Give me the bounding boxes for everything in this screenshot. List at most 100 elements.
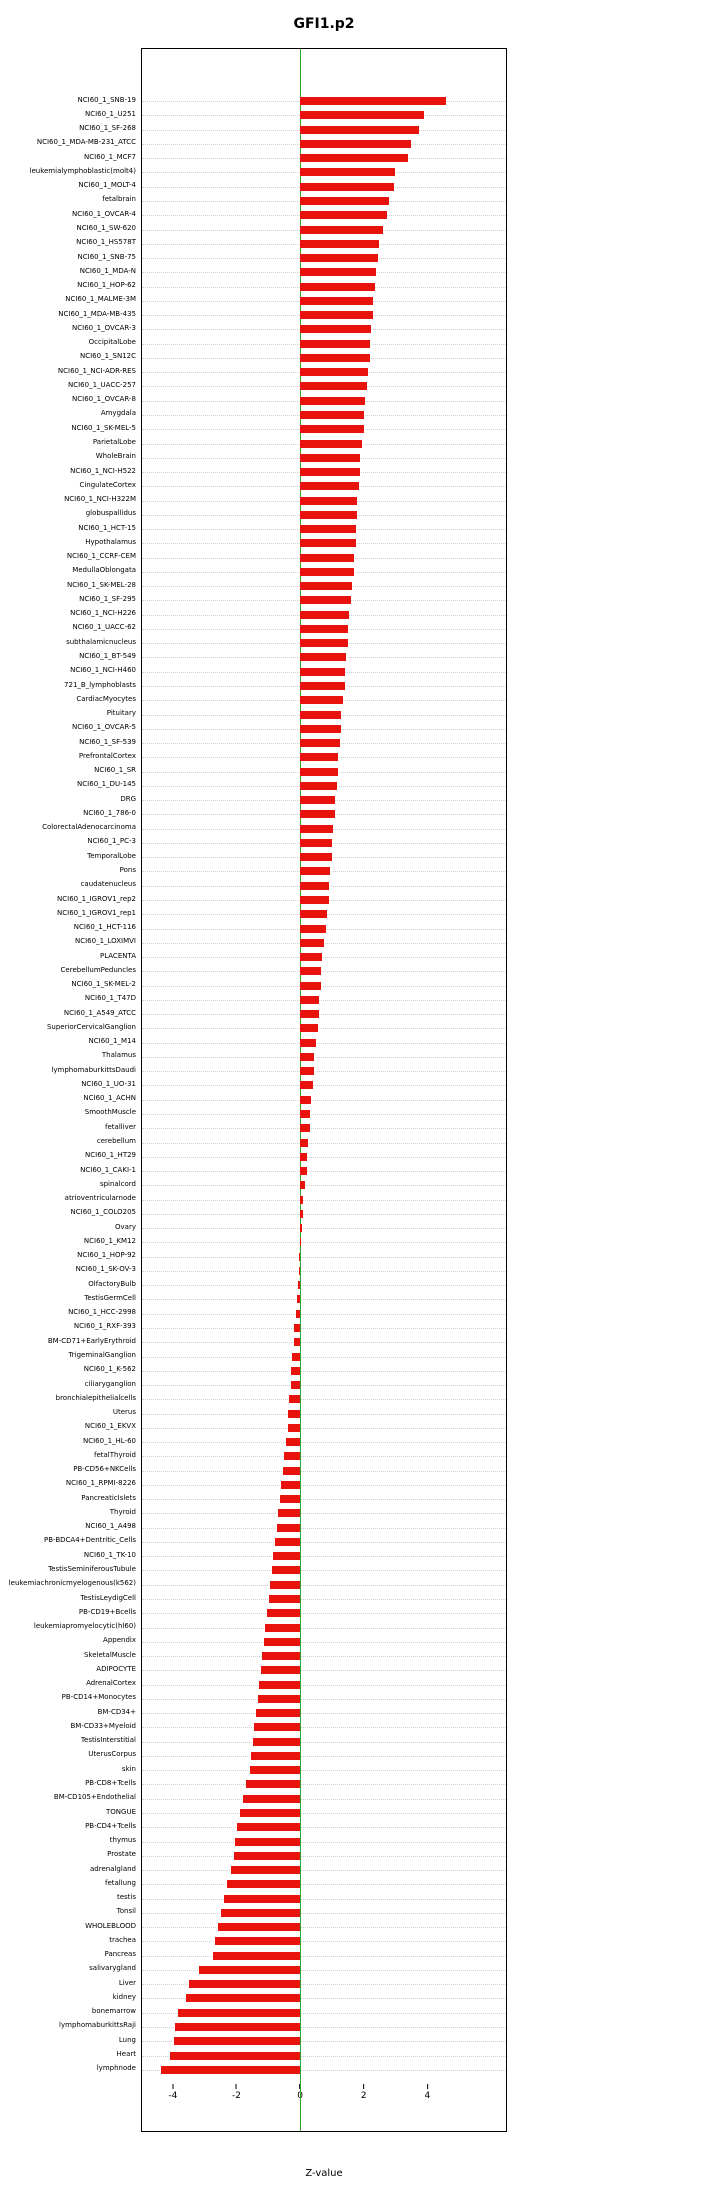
bar-row (142, 2048, 506, 2062)
grid-line (142, 1969, 506, 1971)
y-axis-label: Pituitary (106, 709, 136, 718)
grid-line (142, 971, 506, 973)
bar-row (142, 2063, 506, 2077)
bar (300, 268, 377, 277)
grid-line (142, 1113, 506, 1115)
bar-row (142, 1663, 506, 1677)
bar-row (142, 1135, 506, 1149)
grid-line (142, 1755, 506, 1757)
grid-line (142, 1641, 506, 1643)
bar-row (142, 1677, 506, 1691)
x-axis-tick-mark (235, 2084, 237, 2089)
grid-line (142, 1156, 506, 1158)
y-axis-label: skin (121, 1764, 136, 1773)
bar-row (142, 208, 506, 222)
y-axis-label: NCI60_1_CAKI-1 (80, 1165, 136, 1174)
bar-row (142, 1235, 506, 1249)
bar-row (142, 536, 506, 550)
y-axis-label: NCI60_1_HCT-116 (73, 923, 136, 932)
bar (236, 1823, 301, 1832)
bar-row (142, 1991, 506, 2005)
bar-row (142, 921, 506, 935)
grid-line (142, 1727, 506, 1729)
bar-row (142, 251, 506, 265)
y-axis-label: NCI60_1_EKVX (84, 1422, 136, 1431)
bar-row (142, 1292, 506, 1306)
grid-line (142, 1570, 506, 1572)
bar-row (142, 608, 506, 622)
bar-row (142, 337, 506, 351)
bar-row (142, 465, 506, 479)
y-axis-label: fetallung (104, 1878, 136, 1887)
bar-row (142, 565, 506, 579)
grid-line (142, 1442, 506, 1444)
bar (300, 282, 375, 291)
bar-row (142, 1349, 506, 1363)
x-axis-tick-label: -4 (168, 2091, 178, 2101)
y-axis-label: thymus (109, 1836, 136, 1845)
y-axis-label: NCI60_1_786-0 (83, 808, 136, 817)
bar-row (142, 1007, 506, 1021)
y-axis-label: NCI60_1_COLO205 (70, 1208, 136, 1217)
y-axis-label: NCI60_1_SW-620 (76, 224, 136, 233)
bar (300, 639, 348, 648)
bar-row (142, 1278, 506, 1292)
grid-line (142, 1684, 506, 1686)
y-axis-label: 721_B_lymphoblasts (64, 680, 136, 689)
y-axis-label: NCI60_1_CCRF-CEM (66, 552, 136, 561)
grid-line (142, 1171, 506, 1173)
bar-row (142, 479, 506, 493)
x-axis-tick-mark (363, 2084, 365, 2089)
bar (276, 1523, 301, 1532)
bar (300, 211, 388, 220)
bar-row (142, 1078, 506, 1092)
bar-row (142, 1535, 506, 1549)
grid-line (142, 1370, 506, 1372)
bar (300, 624, 348, 633)
y-axis-label: Uterus (112, 1408, 136, 1417)
bar (300, 867, 331, 876)
y-axis-label: NCI60_1_BT-549 (79, 651, 136, 660)
y-axis-label: fetalliver (105, 1122, 136, 1131)
bar (300, 1109, 310, 1118)
grid-line (142, 1556, 506, 1558)
bar-row (142, 964, 506, 978)
y-axis-label: Ovary (115, 1222, 136, 1231)
bar-row (142, 622, 506, 636)
y-axis-label: NCI60_1_T47D (84, 994, 136, 1003)
bar (198, 1965, 301, 1974)
x-axis-tick: -4 (168, 2084, 177, 2101)
bar-row (142, 94, 506, 108)
bar-row (142, 294, 506, 308)
y-axis-label: Lung (118, 2035, 136, 2044)
bar-row (142, 1435, 506, 1449)
bar (254, 1723, 301, 1732)
bar (300, 1209, 304, 1218)
y-axis-label: CardiacMyocytes (76, 694, 136, 703)
grid-line (142, 1927, 506, 1929)
y-axis-label: bonemarrow (91, 2007, 136, 2016)
grid-line (142, 1385, 506, 1387)
y-axis-label: lymphnode (96, 2064, 136, 2073)
bar (300, 1195, 304, 1204)
bar (289, 1395, 301, 1404)
bar-row (142, 1421, 506, 1435)
y-axis-label: NCI60_1_IGROV1_rep2 (57, 894, 136, 903)
bar (300, 1095, 312, 1104)
bar (300, 953, 323, 962)
y-axis-label: NCI60_1_A498 (85, 1522, 136, 1531)
y-axis-label: OlfactoryBulb (88, 1279, 136, 1288)
bar (300, 1224, 302, 1233)
bar-row (142, 1050, 506, 1064)
bar-row (142, 436, 506, 450)
y-axis-label: NCI60_1_U251 (84, 109, 136, 118)
bar (213, 1951, 301, 1960)
bar (300, 125, 419, 134)
y-axis-label: lymphomaburkittsRaji (59, 2021, 136, 2030)
bar (300, 1052, 315, 1061)
y-axis-label: Tonsil (116, 1907, 136, 1916)
y-axis-label: leukemiachronicmyelogenous(k562) (8, 1579, 136, 1588)
x-axis-tick: -2 (232, 2084, 241, 2101)
bar-row (142, 1877, 506, 1891)
bar (279, 1495, 301, 1504)
